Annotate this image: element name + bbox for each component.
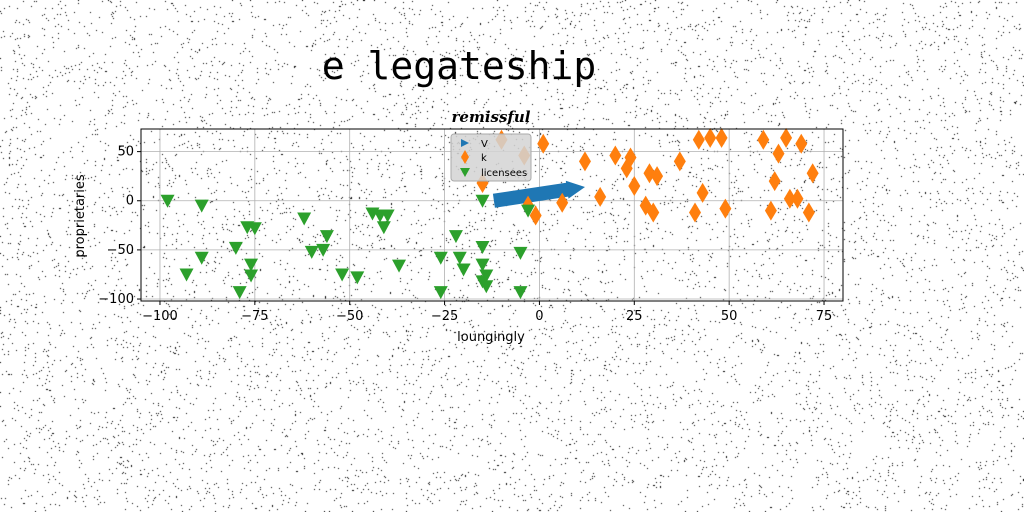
x-axis-label: loungingly xyxy=(457,330,525,345)
point-licensees xyxy=(380,209,395,223)
point-k xyxy=(651,166,664,187)
point-k xyxy=(692,129,705,150)
point-licensees xyxy=(319,230,334,244)
point-k xyxy=(696,182,709,203)
point-licensees xyxy=(297,212,312,226)
figure-title: e legateship xyxy=(321,44,597,88)
point-licensees xyxy=(304,245,319,259)
point-k xyxy=(529,205,542,226)
point-licensees xyxy=(479,280,494,294)
point-licensees xyxy=(521,204,536,218)
point-licensees xyxy=(452,251,467,265)
arrow-mark-V xyxy=(492,180,585,208)
point-licensees xyxy=(475,258,490,272)
point-licensees xyxy=(456,263,471,277)
point-licensees xyxy=(316,243,331,257)
y-axis-label: proprietaries xyxy=(73,174,88,257)
legend-entry-k: k xyxy=(461,150,487,164)
point-licensees xyxy=(513,286,528,300)
y-tick-label: −100 xyxy=(98,292,134,307)
x-tick-label: −25 xyxy=(431,309,458,324)
point-k xyxy=(768,171,781,192)
chart-title: remissful xyxy=(452,108,531,126)
point-k xyxy=(757,129,770,150)
y-tick-label: 50 xyxy=(117,145,134,160)
point-k xyxy=(594,186,607,207)
point-licensees xyxy=(335,268,350,282)
point-k xyxy=(772,143,785,164)
point-licensees xyxy=(194,251,209,265)
point-k xyxy=(783,188,796,209)
point-k xyxy=(628,176,641,197)
legend-label-k: k xyxy=(481,153,487,164)
point-k xyxy=(704,127,717,148)
point-licensees xyxy=(392,259,407,273)
point-licensees xyxy=(194,199,209,213)
point-licensees xyxy=(433,251,448,265)
legend-label-licensees: licensees xyxy=(481,168,527,179)
point-licensees xyxy=(247,222,262,236)
y-tick-label: 0 xyxy=(126,194,134,209)
point-licensees xyxy=(350,271,365,285)
point-licensees xyxy=(160,194,175,208)
point-k xyxy=(673,151,686,172)
point-k xyxy=(556,192,569,213)
point-k xyxy=(609,145,622,166)
point-k xyxy=(537,133,550,154)
legend-marker-V xyxy=(461,139,469,147)
point-k xyxy=(647,202,660,223)
legend-label-V: V xyxy=(481,139,488,150)
point-k xyxy=(719,198,732,219)
point-k xyxy=(578,151,591,172)
point-k xyxy=(764,200,777,221)
point-k xyxy=(624,147,637,168)
x-tick-label: 0 xyxy=(535,309,543,324)
legend-marker-licensees xyxy=(460,168,470,177)
point-licensees xyxy=(232,286,247,300)
x-tick-label: −50 xyxy=(336,309,363,324)
point-licensees xyxy=(513,246,528,260)
point-licensees xyxy=(433,286,448,300)
y-tick-label: −50 xyxy=(107,243,134,258)
point-k xyxy=(802,202,815,223)
point-licensees xyxy=(475,194,490,208)
point-licensees xyxy=(228,241,243,255)
axis-ticks: −100 −75 −50 −25 0 25 50 75 50 0 −50 −100 xyxy=(98,145,832,324)
point-k xyxy=(795,133,808,154)
point-k xyxy=(780,127,793,148)
point-licensees xyxy=(475,240,490,254)
point-k xyxy=(689,202,702,223)
legend-box xyxy=(450,133,532,182)
point-licensees xyxy=(448,230,463,244)
point-licensees xyxy=(244,258,259,272)
legend-entry-V: V xyxy=(461,139,488,150)
x-tick-label: 75 xyxy=(816,309,833,324)
x-tick-label: 25 xyxy=(626,309,643,324)
legend-entry-licensees: licensees xyxy=(460,168,527,179)
x-tick-label: −100 xyxy=(142,309,178,324)
legend: V k licensees xyxy=(450,133,532,182)
point-licensees xyxy=(479,269,494,283)
x-tick-label: −75 xyxy=(241,309,268,324)
x-tick-label: 50 xyxy=(721,309,738,324)
point-k xyxy=(791,188,804,209)
legend-marker-k xyxy=(461,150,469,164)
point-licensees xyxy=(376,221,391,235)
plot-frame xyxy=(140,128,844,302)
point-k xyxy=(806,163,819,184)
point-licensees xyxy=(244,269,259,283)
point-licensees xyxy=(179,268,194,282)
point-k xyxy=(715,127,728,148)
